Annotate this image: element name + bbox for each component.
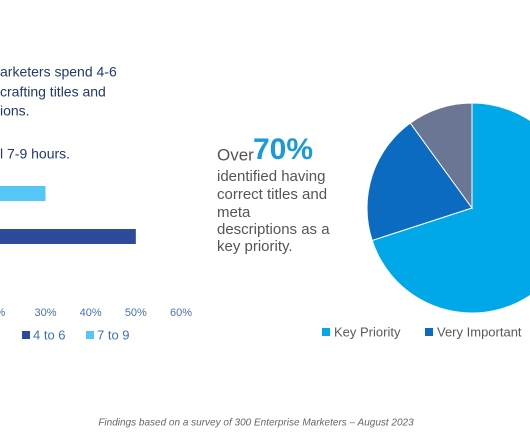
x-tick-label: % [0, 307, 5, 319]
bar [0, 186, 46, 201]
lead-text: l 7-9 hours. [0, 146, 70, 162]
legend-swatch [86, 331, 94, 339]
x-tick-label: 30% [34, 307, 56, 319]
callout-highlight: 70% [253, 133, 313, 166]
x-tick-label: 50% [125, 307, 147, 319]
legend-label: Key Priority [334, 324, 401, 339]
legend-swatch [425, 328, 433, 336]
callout-body: meta [217, 204, 251, 221]
legend-label: Very Important [437, 324, 522, 339]
x-tick-label: 60% [170, 307, 192, 319]
callout-prefix: Over [217, 145, 254, 164]
pie-slice [371, 102, 530, 314]
callout-body: identified having [217, 168, 325, 185]
callout-body: key priority. [217, 238, 293, 255]
legend-label: 7 to 9 [97, 327, 130, 342]
legend-swatch [22, 331, 30, 339]
pie-slice [366, 122, 473, 242]
lead-text: crafting titles and [0, 84, 106, 100]
legend-swatch [322, 328, 330, 336]
lead-text: ions. [0, 103, 30, 119]
bar [0, 229, 136, 244]
callout-body: correct titles and [217, 186, 327, 203]
pie-slice [409, 102, 473, 210]
lead-text: arketers spend 4-6 [0, 64, 117, 80]
footnote: Findings based on a survey of 300 Enterp… [98, 418, 414, 429]
callout-body: descriptions as a [217, 221, 330, 238]
legend-label: 4 to 6 [33, 327, 66, 342]
x-tick-label: 40% [80, 307, 102, 319]
